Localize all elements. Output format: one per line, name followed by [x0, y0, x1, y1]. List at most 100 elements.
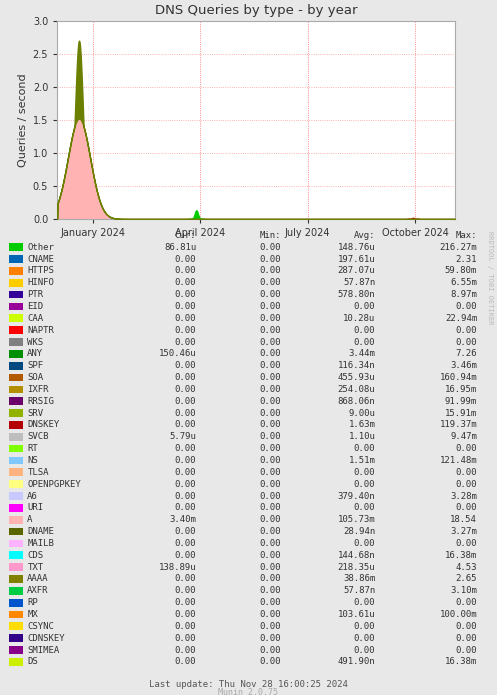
- Text: 0.00: 0.00: [175, 610, 196, 619]
- Bar: [9, 291, 23, 298]
- Bar: [9, 563, 23, 571]
- Text: WKS: WKS: [27, 338, 43, 347]
- Text: 0.00: 0.00: [259, 575, 281, 584]
- Text: 0.00: 0.00: [259, 657, 281, 667]
- Text: 0.00: 0.00: [175, 598, 196, 607]
- Text: 0.00: 0.00: [175, 646, 196, 655]
- Bar: [9, 468, 23, 476]
- Text: 0.00: 0.00: [259, 468, 281, 477]
- Text: NS: NS: [27, 456, 38, 465]
- Bar: [9, 374, 23, 382]
- Text: 0.00: 0.00: [259, 385, 281, 394]
- Text: 0.00: 0.00: [175, 622, 196, 631]
- Text: 0.00: 0.00: [456, 480, 477, 489]
- Text: 119.37m: 119.37m: [439, 420, 477, 430]
- Text: 0.00: 0.00: [175, 480, 196, 489]
- Text: 91.99m: 91.99m: [445, 397, 477, 406]
- Text: 22.94m: 22.94m: [445, 314, 477, 323]
- Text: 0.00: 0.00: [354, 503, 375, 512]
- Text: 0.00: 0.00: [175, 539, 196, 548]
- Text: 0.00: 0.00: [259, 587, 281, 596]
- Text: 0.00: 0.00: [456, 646, 477, 655]
- Text: 7.26: 7.26: [456, 350, 477, 359]
- Text: Avg:: Avg:: [354, 231, 375, 240]
- Text: 138.89u: 138.89u: [159, 563, 196, 571]
- Text: 578.80n: 578.80n: [337, 290, 375, 299]
- Text: 0.00: 0.00: [175, 420, 196, 430]
- Text: Cur:: Cur:: [175, 231, 196, 240]
- Text: 0.00: 0.00: [259, 598, 281, 607]
- Bar: [9, 528, 23, 535]
- Text: 2.31: 2.31: [456, 254, 477, 263]
- Text: 6.55m: 6.55m: [450, 278, 477, 287]
- Text: 3.40m: 3.40m: [169, 515, 196, 524]
- Text: Min:: Min:: [259, 231, 281, 240]
- Text: 105.73m: 105.73m: [337, 515, 375, 524]
- Text: 0.00: 0.00: [259, 610, 281, 619]
- Bar: [9, 409, 23, 417]
- Text: ANY: ANY: [27, 350, 43, 359]
- Bar: [9, 433, 23, 441]
- Text: 0.00: 0.00: [175, 302, 196, 311]
- Text: 0.00: 0.00: [259, 563, 281, 571]
- Text: 0.00: 0.00: [175, 326, 196, 335]
- Bar: [9, 480, 23, 488]
- Text: 0.00: 0.00: [259, 254, 281, 263]
- Bar: [9, 315, 23, 322]
- Text: URI: URI: [27, 503, 43, 512]
- Text: 0.00: 0.00: [175, 266, 196, 275]
- Text: 0.00: 0.00: [456, 326, 477, 335]
- Bar: [9, 492, 23, 500]
- Text: 5.79u: 5.79u: [169, 432, 196, 441]
- Text: 0.00: 0.00: [354, 444, 375, 453]
- Text: 0.00: 0.00: [259, 622, 281, 631]
- Text: 0.00: 0.00: [175, 634, 196, 643]
- Text: 0.00: 0.00: [456, 539, 477, 548]
- Bar: [9, 587, 23, 595]
- Text: 0.00: 0.00: [175, 657, 196, 667]
- Text: 100.00m: 100.00m: [439, 610, 477, 619]
- Y-axis label: Queries / second: Queries / second: [18, 73, 28, 167]
- Text: 0.00: 0.00: [175, 409, 196, 418]
- Text: 868.06n: 868.06n: [337, 397, 375, 406]
- Text: RP: RP: [27, 598, 38, 607]
- Text: 0.00: 0.00: [175, 397, 196, 406]
- Text: TXT: TXT: [27, 563, 43, 571]
- Text: 491.90n: 491.90n: [337, 657, 375, 667]
- Text: 287.07u: 287.07u: [337, 266, 375, 275]
- Text: 0.00: 0.00: [259, 539, 281, 548]
- Text: 0.00: 0.00: [259, 373, 281, 382]
- Text: 0.00: 0.00: [259, 515, 281, 524]
- Text: 0.00: 0.00: [175, 338, 196, 347]
- Text: 0.00: 0.00: [354, 468, 375, 477]
- Text: 4.53: 4.53: [456, 563, 477, 571]
- Text: 0.00: 0.00: [354, 598, 375, 607]
- Text: 0.00: 0.00: [259, 634, 281, 643]
- Text: AXFR: AXFR: [27, 587, 49, 596]
- Text: 0.00: 0.00: [354, 622, 375, 631]
- Text: 455.93u: 455.93u: [337, 373, 375, 382]
- Bar: [9, 350, 23, 358]
- Bar: [9, 445, 23, 452]
- Text: 16.95m: 16.95m: [445, 385, 477, 394]
- Text: 3.28m: 3.28m: [450, 491, 477, 500]
- Text: OPENPGPKEY: OPENPGPKEY: [27, 480, 81, 489]
- Text: 0.00: 0.00: [259, 646, 281, 655]
- Text: 0.00: 0.00: [175, 468, 196, 477]
- Bar: [9, 327, 23, 334]
- Text: 8.97m: 8.97m: [450, 290, 477, 299]
- Text: 1.10u: 1.10u: [348, 432, 375, 441]
- Text: 0.00: 0.00: [259, 432, 281, 441]
- Bar: [9, 362, 23, 370]
- Bar: [9, 421, 23, 429]
- Text: 0.00: 0.00: [259, 550, 281, 559]
- Text: 0.00: 0.00: [175, 385, 196, 394]
- Text: 1.63m: 1.63m: [348, 420, 375, 430]
- Text: DNAME: DNAME: [27, 527, 54, 536]
- Text: 0.00: 0.00: [456, 598, 477, 607]
- Text: CSYNC: CSYNC: [27, 622, 54, 631]
- Text: 0.00: 0.00: [175, 575, 196, 584]
- Bar: [9, 398, 23, 405]
- Text: 0.00: 0.00: [259, 397, 281, 406]
- Text: CDNSKEY: CDNSKEY: [27, 634, 65, 643]
